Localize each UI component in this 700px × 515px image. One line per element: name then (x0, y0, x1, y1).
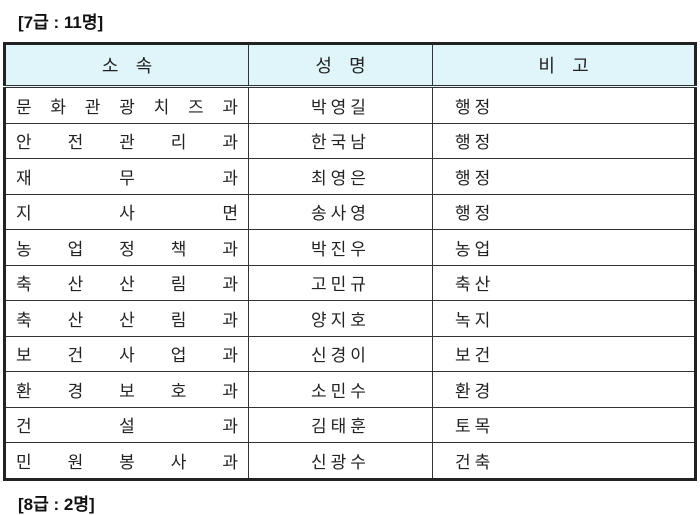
header-note: 비 고 (432, 43, 696, 88)
table-row: 환 경 보 호 과 소민수 환경 (4, 371, 696, 408)
note-cell: 행정 (432, 86, 696, 124)
name: 송사영 (311, 204, 370, 225)
table-row: 농 업 정 책 과 박진우 농업 (4, 229, 696, 266)
name-cell: 고민규 (248, 264, 433, 301)
note: 토목 (455, 417, 495, 438)
name-cell: 신경이 (248, 335, 433, 372)
table-row: 재 무 과 최영은 행정 (4, 158, 696, 195)
department-cell: 건 설 과 (4, 406, 249, 443)
section-heading-grade7: [7급 : 11명] (18, 13, 104, 32)
name-cell: 김태훈 (248, 406, 433, 443)
department-cell: 안 전 관 리 과 (4, 122, 249, 159)
header-department: 소 속 (4, 43, 249, 88)
department-cell: 재 무 과 (4, 158, 249, 195)
name: 최영은 (311, 168, 370, 189)
department: 축 산 산 림 과 (16, 310, 238, 331)
name-cell: 박영길 (248, 86, 433, 124)
name-cell: 신광수 (248, 442, 433, 480)
department-cell: 축 산 산 림 과 (4, 300, 249, 337)
note-cell: 환경 (432, 371, 696, 408)
department-cell: 지 사 면 (4, 193, 249, 230)
name: 박영길 (311, 97, 370, 118)
department: 민 원 봉 사 과 (16, 452, 238, 473)
department: 문 화 관 광 치 즈 과 (16, 97, 238, 118)
name: 김태훈 (311, 417, 370, 438)
name: 한국남 (311, 133, 370, 154)
department-cell: 민 원 봉 사 과 (4, 442, 249, 480)
name: 고민규 (311, 275, 370, 296)
department: 재 무 과 (16, 168, 238, 189)
name-cell: 한국남 (248, 122, 433, 159)
note: 환경 (455, 381, 495, 402)
note: 축산 (455, 275, 495, 296)
table-row: 건 설 과 김태훈 토목 (4, 406, 696, 443)
department: 농 업 정 책 과 (16, 239, 238, 260)
name-cell: 박진우 (248, 229, 433, 266)
name: 소민수 (311, 381, 370, 402)
note-cell: 토목 (432, 406, 696, 443)
name-cell: 양지호 (248, 300, 433, 337)
department: 환 경 보 호 과 (16, 381, 238, 402)
department-cell: 축 산 산 림 과 (4, 264, 249, 301)
name-cell: 송사영 (248, 193, 433, 230)
note-cell: 축산 (432, 264, 696, 301)
note: 보건 (455, 346, 495, 367)
department: 건 설 과 (16, 417, 238, 438)
name: 양지호 (311, 310, 370, 331)
name-cell: 최영은 (248, 158, 433, 195)
note: 행정 (455, 97, 495, 118)
note: 행정 (455, 204, 495, 225)
note-cell: 보건 (432, 335, 696, 372)
note: 건축 (455, 452, 495, 473)
note-cell: 건축 (432, 442, 696, 480)
note: 녹지 (455, 310, 495, 331)
table-row: 안 전 관 리 과 한국남 행정 (4, 122, 696, 159)
department-cell: 보 건 사 업 과 (4, 335, 249, 372)
name-cell: 소민수 (248, 371, 433, 408)
note: 농업 (455, 239, 495, 260)
header-name: 성 명 (248, 43, 433, 88)
note-cell: 행정 (432, 122, 696, 159)
note: 행정 (455, 168, 495, 189)
note-cell: 농업 (432, 229, 696, 266)
department-cell: 문 화 관 광 치 즈 과 (4, 86, 249, 124)
table-row: 지 사 면 송사영 행정 (4, 193, 696, 230)
name: 신경이 (311, 346, 370, 367)
table-row: 보 건 사 업 과 신경이 보건 (4, 335, 696, 372)
note-cell: 행정 (432, 158, 696, 195)
name: 신광수 (311, 452, 370, 473)
note-cell: 행정 (432, 193, 696, 230)
department: 안 전 관 리 과 (16, 133, 238, 154)
department: 지 사 면 (16, 204, 238, 225)
department: 보 건 사 업 과 (16, 346, 238, 367)
department: 축 산 산 림 과 (16, 275, 238, 296)
table-row: 축 산 산 림 과 고민규 축산 (4, 264, 696, 301)
table-row: 문 화 관 광 치 즈 과 박영길 행정 (4, 86, 696, 124)
table-row: 축 산 산 림 과 양지호 녹지 (4, 300, 696, 337)
table-header-row: 소 속 성 명 비 고 (4, 43, 696, 88)
note: 행정 (455, 133, 495, 154)
name: 박진우 (311, 239, 370, 260)
section-heading-grade8: [8급 : 2명] (18, 495, 95, 514)
table-row: 민 원 봉 사 과 신광수 건축 (4, 442, 696, 480)
department-cell: 환 경 보 호 과 (4, 371, 249, 408)
department-cell: 농 업 정 책 과 (4, 229, 249, 266)
note-cell: 녹지 (432, 300, 696, 337)
